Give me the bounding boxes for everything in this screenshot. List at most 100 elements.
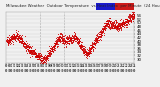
- Point: [103, 25, 106, 27]
- Point: [18, 37, 20, 38]
- Point: [80, 44, 83, 46]
- Point: [8, 42, 11, 43]
- Point: [42, 58, 44, 59]
- Point: [33, 50, 36, 51]
- Point: [6, 39, 9, 41]
- Point: [30, 50, 32, 51]
- Point: [113, 28, 115, 29]
- Point: [36, 56, 38, 57]
- Point: [76, 41, 78, 43]
- Point: [106, 21, 109, 22]
- Point: [56, 45, 58, 47]
- Point: [91, 46, 93, 48]
- Point: [104, 29, 106, 31]
- Point: [72, 39, 74, 41]
- Point: [28, 50, 30, 51]
- Point: [86, 53, 89, 54]
- Point: [21, 40, 24, 41]
- Point: [126, 19, 128, 21]
- Point: [11, 35, 14, 36]
- Point: [100, 33, 102, 35]
- Point: [6, 44, 9, 46]
- Point: [32, 54, 34, 55]
- Point: [85, 54, 88, 55]
- Point: [80, 48, 82, 49]
- Point: [46, 58, 48, 59]
- Point: [53, 47, 55, 48]
- Point: [40, 55, 43, 57]
- Point: [18, 36, 21, 37]
- Point: [70, 38, 72, 40]
- Point: [67, 42, 69, 43]
- Point: [95, 38, 97, 40]
- Point: [35, 56, 38, 57]
- Point: [124, 21, 127, 22]
- Point: [115, 24, 118, 25]
- Point: [15, 35, 18, 37]
- Point: [133, 11, 136, 13]
- Point: [53, 42, 56, 44]
- Point: [64, 41, 66, 42]
- Point: [127, 20, 129, 22]
- Point: [62, 39, 64, 40]
- Point: [109, 23, 112, 24]
- Point: [34, 56, 37, 58]
- Point: [61, 39, 64, 40]
- Point: [20, 41, 22, 43]
- Point: [56, 41, 59, 42]
- Point: [121, 21, 123, 22]
- Point: [22, 46, 24, 47]
- Point: [11, 36, 14, 38]
- Point: [13, 36, 16, 37]
- Point: [67, 37, 69, 38]
- Point: [91, 42, 93, 44]
- Point: [99, 31, 102, 32]
- Point: [51, 49, 53, 51]
- Point: [18, 37, 21, 39]
- Point: [102, 30, 104, 31]
- Point: [87, 55, 90, 56]
- Point: [123, 18, 126, 19]
- Point: [90, 46, 93, 47]
- Point: [17, 39, 19, 40]
- Point: [18, 41, 21, 42]
- Point: [73, 36, 75, 37]
- Point: [130, 16, 132, 17]
- Point: [123, 22, 125, 24]
- Point: [24, 43, 26, 44]
- Point: [87, 49, 89, 51]
- Point: [60, 32, 62, 33]
- Point: [118, 24, 121, 25]
- Point: [16, 32, 18, 34]
- Point: [12, 43, 14, 45]
- Point: [9, 40, 12, 41]
- Point: [132, 11, 135, 12]
- Point: [114, 25, 117, 27]
- Point: [57, 38, 60, 39]
- Point: [54, 44, 56, 45]
- Point: [109, 22, 112, 23]
- Point: [88, 52, 90, 54]
- Point: [15, 35, 18, 37]
- Point: [92, 42, 95, 44]
- Point: [32, 50, 34, 51]
- Point: [109, 20, 111, 21]
- Point: [22, 40, 25, 42]
- Point: [38, 56, 40, 57]
- Point: [50, 50, 53, 52]
- Point: [31, 50, 33, 52]
- Point: [93, 43, 95, 45]
- Point: [81, 50, 84, 51]
- Point: [53, 43, 56, 44]
- Point: [107, 19, 110, 20]
- Point: [48, 54, 50, 56]
- Point: [65, 41, 68, 42]
- Point: [104, 24, 107, 25]
- Point: [40, 59, 42, 61]
- Point: [125, 25, 128, 26]
- Point: [19, 38, 21, 39]
- Point: [77, 42, 80, 44]
- Point: [59, 33, 61, 34]
- Point: [77, 38, 80, 40]
- Point: [38, 52, 41, 53]
